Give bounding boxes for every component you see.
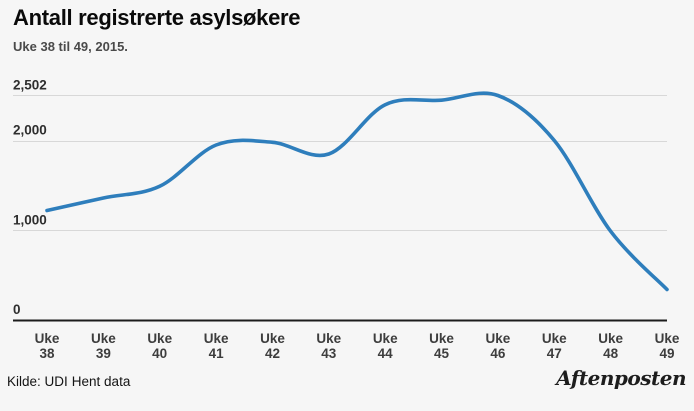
x-tick-label-47: Uke 47 (542, 331, 567, 361)
source-line: Kilde: UDI Hent data (7, 374, 130, 389)
x-tick-label-38: Uke 38 (35, 331, 60, 361)
x-tick-label-45: Uke 45 (429, 331, 454, 361)
x-tick-label-40: Uke 40 (147, 331, 172, 361)
x-tick-label-41: Uke 41 (204, 331, 229, 361)
y-tick-label-2502: 2,502 (13, 78, 47, 93)
x-tick-label-39: Uke 39 (91, 331, 116, 361)
x-tick-label-44: Uke 44 (373, 331, 398, 361)
x-tick-label-49: Uke 49 (655, 331, 680, 361)
x-tick-label-48: Uke 48 (598, 331, 623, 361)
x-tick-label-42: Uke 42 (260, 331, 285, 361)
chart-subtitle: Uke 38 til 49, 2015. (13, 39, 128, 54)
x-tick-label-46: Uke 46 (486, 331, 511, 361)
aftenposten-logo: Aftenposten (556, 366, 686, 390)
asylum-seekers-line (45, 91, 669, 292)
x-tick-label-43: Uke 43 (316, 331, 341, 361)
source-label: Kilde: UDI (7, 374, 68, 389)
y-tick-label-2000: 2,000 (13, 123, 47, 138)
get-data-link[interactable]: Hent data (71, 374, 131, 389)
y-tick-label-0: 0 (13, 302, 21, 317)
y-tick-label-1000: 1,000 (13, 212, 47, 227)
page-title: Antall registrerte asylsøkere (13, 5, 301, 30)
